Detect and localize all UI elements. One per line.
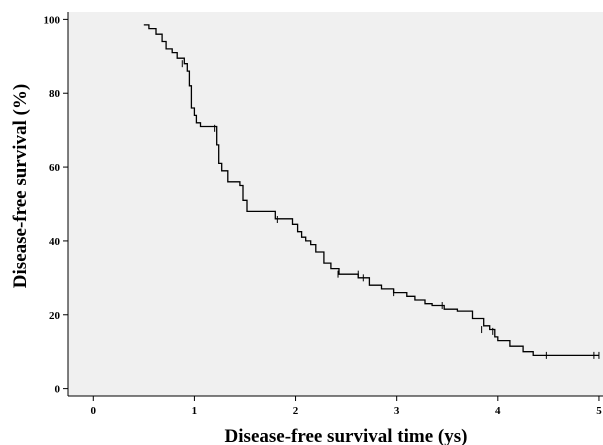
x-tick-label: 2 [293, 405, 299, 417]
y-tick-label: 60 [49, 162, 61, 174]
plot-area [68, 12, 603, 396]
censor-marks [181, 60, 600, 359]
x-tick-label: 3 [394, 405, 400, 417]
y-tick-label: 80 [49, 88, 61, 100]
x-axis-title: Disease-free survival time (ys) [225, 426, 468, 445]
y-tick-label: 20 [49, 310, 61, 322]
y-tick-label: 0 [55, 384, 61, 396]
x-tick-label: 5 [596, 405, 602, 417]
x-tick-label: 0 [91, 405, 97, 417]
x-ticks: 0 1 2 3 4 5 [91, 396, 602, 417]
x-tick-label: 1 [192, 405, 198, 417]
y-axis-title: Disease-free survival (%) [10, 84, 31, 288]
x-tick-label: 4 [495, 405, 501, 417]
y-tick-label: 40 [49, 236, 61, 248]
y-ticks: 0 20 40 60 80 100 [44, 14, 68, 396]
y-tick-label: 100 [44, 14, 61, 26]
survival-curve [143, 24, 599, 357]
